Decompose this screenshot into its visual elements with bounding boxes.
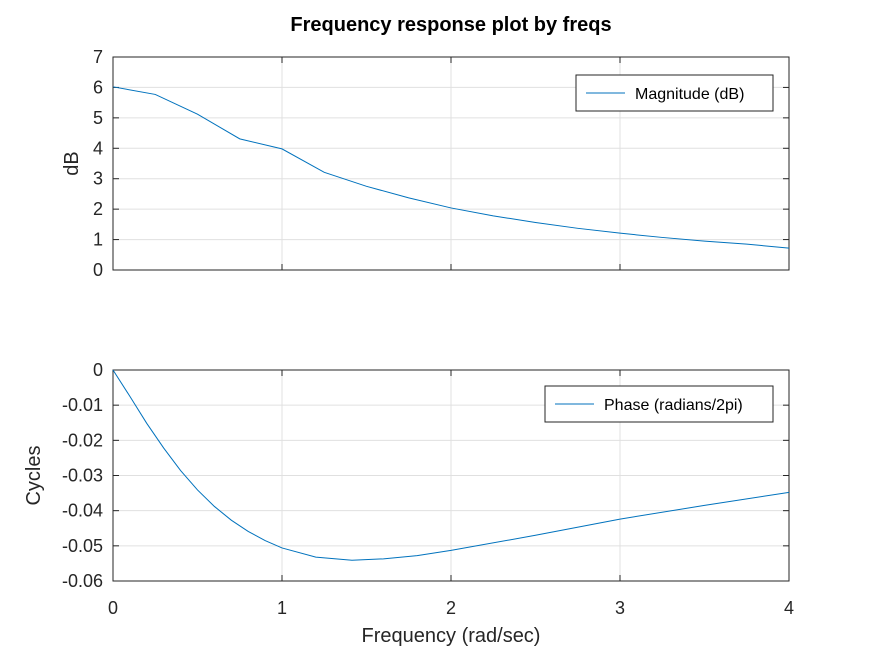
x-tick-label: 2 bbox=[446, 598, 456, 618]
series-line bbox=[112, 369, 790, 561]
y-tick-label: 0 bbox=[93, 260, 103, 280]
x-tick-label: 3 bbox=[615, 598, 625, 618]
series-line bbox=[112, 86, 790, 249]
phase-axes: 0 1 2 3 4 0 -0.01 -0.02 -0.03 -0.04 -0.05 -0.06 Cycl… bbox=[23, 360, 794, 618]
figure-title: Frequency response plot by freqs bbox=[290, 14, 611, 36]
y-tick-label: 5 bbox=[93, 108, 103, 128]
x-axis-label: Frequency (rad/sec) bbox=[362, 625, 541, 647]
y-tick-label: -0.02 bbox=[62, 430, 103, 450]
axes-box bbox=[112, 369, 790, 582]
y-tick-label: -0.03 bbox=[62, 466, 103, 486]
axes-box bbox=[112, 56, 790, 271]
y-tick-label: -0.04 bbox=[62, 501, 103, 521]
legend-label: Phase (radians/2pi) bbox=[604, 397, 743, 414]
y-tick-label: -0.01 bbox=[62, 395, 103, 415]
y-tick-label: 4 bbox=[93, 138, 103, 158]
y-tick-label: 0 bbox=[93, 360, 103, 380]
y-tick-label: -0.06 bbox=[62, 571, 103, 591]
y-axis-label: dB bbox=[61, 151, 83, 175]
legend-label: Magnitude (dB) bbox=[635, 86, 744, 103]
y-tick-label: 3 bbox=[93, 169, 103, 189]
y-tick-label: -0.05 bbox=[62, 536, 103, 556]
x-tick-label: 4 bbox=[784, 598, 794, 618]
y-axis-label: Cycles bbox=[23, 445, 45, 505]
y-tick-label: 6 bbox=[93, 77, 103, 97]
x-tick-label: 0 bbox=[108, 598, 118, 618]
x-tick-label: 1 bbox=[277, 598, 287, 618]
y-tick-label: 1 bbox=[93, 230, 103, 250]
y-tick-label: 7 bbox=[93, 47, 103, 67]
y-tick-label: 2 bbox=[93, 199, 103, 219]
magnitude-axes: 0 1 2 3 4 5 6 7 dB Magnitude (dB) bbox=[61, 47, 790, 280]
